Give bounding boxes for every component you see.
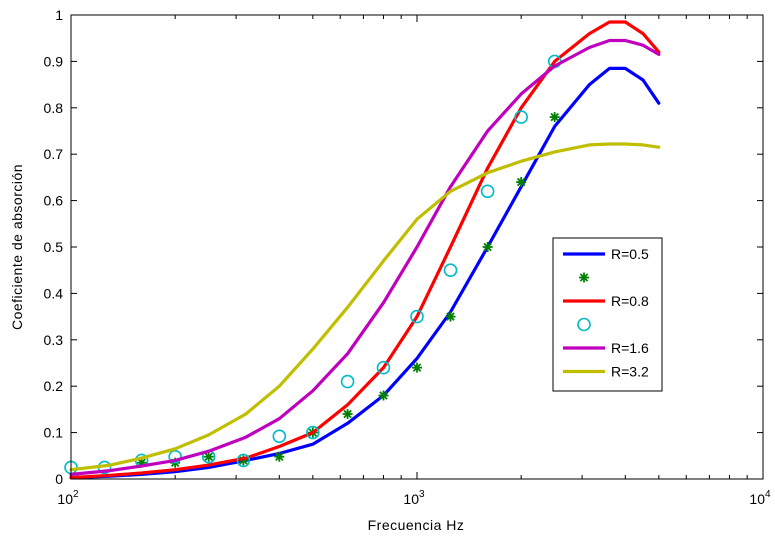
legend-star-icon <box>579 272 589 283</box>
y-tick-label: 0.3 <box>44 332 64 348</box>
star-marker-point <box>378 390 389 401</box>
y-tick-label: 0.7 <box>44 146 64 162</box>
star-marker-point <box>412 362 422 373</box>
legend-item: R=3.2 <box>563 364 649 380</box>
legend-label: R=0.8 <box>611 293 649 309</box>
circle-marker-point <box>340 374 355 389</box>
circle-marker-point <box>376 360 391 375</box>
y-tick-label: 0.2 <box>44 378 64 394</box>
series-line-r-0-8 <box>69 20 661 480</box>
legend-label: R=1.6 <box>611 340 649 356</box>
circle-marker-point <box>410 309 424 324</box>
legend-label: R=3.2 <box>611 364 649 380</box>
x-axis-label: Frecuencia Hz <box>368 517 465 533</box>
star-marker-point <box>342 409 353 420</box>
star-marker-point <box>549 112 560 123</box>
circle-marker-point <box>480 184 495 199</box>
star-marker-point <box>203 451 214 462</box>
circle-marker-point <box>443 263 458 278</box>
y-tick-label: 0.5 <box>44 239 64 255</box>
star-marker-point <box>274 451 285 462</box>
circle-marker-point <box>272 429 287 444</box>
circle-marker-point <box>514 110 528 124</box>
y-tick-label: 0.9 <box>44 53 64 69</box>
legend-item: R=0.5 <box>563 246 649 262</box>
y-tick-label: 0.4 <box>44 285 64 301</box>
circle-marker-point <box>168 449 182 464</box>
star-marker-point <box>445 311 456 322</box>
y-tick-label: 1 <box>55 7 63 23</box>
legend-item <box>579 272 589 283</box>
star-marker-point <box>516 177 527 188</box>
axis-ticks <box>70 14 764 480</box>
y-tick-label: 0.6 <box>44 193 64 209</box>
series-line-r-0-5 <box>69 66 661 480</box>
legend-item <box>577 317 591 332</box>
legend-item: R=0.8 <box>563 293 649 309</box>
star-marker-point <box>482 242 493 252</box>
circle-marker-point <box>306 425 320 440</box>
plot-area <box>64 20 661 480</box>
legend-label: R=0.5 <box>611 246 649 262</box>
legend-box <box>552 237 663 392</box>
legend-circle-icon <box>577 317 591 332</box>
series-line-r-1-6 <box>69 38 661 476</box>
legend: R=0.5 R=0.8 R=1.6 R=3.2 <box>552 237 663 392</box>
y-tick-label: 0.1 <box>44 425 64 441</box>
y-tick-label: 0 <box>55 471 63 487</box>
series-line-r-3-2 <box>69 142 661 472</box>
y-axis-label: Coeficiente de absorción <box>9 164 25 330</box>
circle-marker-point <box>236 453 251 468</box>
y-tick-label: 0.8 <box>44 100 64 116</box>
legend-item: R=1.6 <box>563 340 649 356</box>
